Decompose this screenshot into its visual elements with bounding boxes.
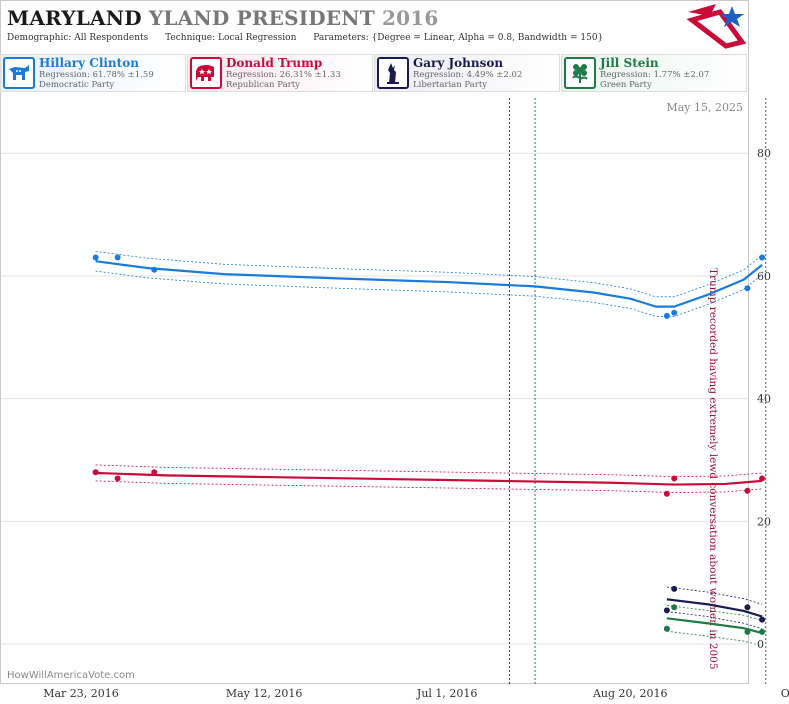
poll-point — [114, 254, 121, 261]
title-year: 2016 — [382, 6, 439, 30]
x-tick-label: Aug 20, 2016 — [592, 687, 668, 700]
candidate-name: Jill Stein — [600, 56, 659, 70]
page-title: MARYLAND YLAND PRESIDENT 2016 — [7, 6, 439, 30]
watermark: HowWillAmericaVote.com — [7, 670, 135, 681]
y-tick-label: 60 — [757, 270, 771, 283]
poll-point — [759, 475, 766, 482]
poll-point — [671, 604, 678, 611]
demographic-label: Demographic: All Respondents — [7, 33, 149, 43]
x-tick-label: Mar 23, 2016 — [43, 687, 119, 700]
candidate-name: Hillary Clinton — [39, 56, 139, 70]
date-label: May 15, 2025 — [666, 101, 743, 114]
y-tick-label: 0 — [757, 638, 764, 651]
candidate-card-johnson[interactable]: Gary Johnson Regression: 4.49% ±2.02 Lib… — [374, 54, 560, 92]
trend-line — [666, 598, 763, 618]
candidate-regression: Regression: 26.31% ±1.33 — [226, 70, 341, 80]
poll-point — [92, 254, 99, 261]
poll-point — [151, 469, 158, 476]
parameters-label: Parameters: {Degree = Linear, Alpha = 0.… — [313, 33, 604, 43]
poll-point — [671, 475, 678, 482]
poll-point — [114, 475, 121, 482]
confidence-band-lower — [666, 630, 763, 647]
candidate-card-clinton[interactable]: Hillary Clinton Regression: 61.78% ±1.59… — [0, 54, 186, 92]
candidate-name: Gary Johnson — [413, 56, 504, 70]
x-tick-label: Oct 9, 2016 — [781, 687, 789, 700]
confidence-band-lower — [95, 270, 763, 317]
y-tick-label: 80 — [757, 147, 771, 160]
poll-point — [744, 604, 751, 611]
y-tick-label: 20 — [757, 515, 771, 528]
candidate-regression: Regression: 61.78% ±1.59 — [39, 70, 154, 80]
confidence-band-lower — [95, 480, 763, 493]
poll-point — [151, 266, 158, 273]
elephant-icon — [190, 57, 222, 89]
candidate-party: Libertarian Party — [413, 80, 488, 90]
candidate-name: Donald Trump — [226, 56, 323, 70]
poll-point — [92, 469, 99, 476]
donkey-icon — [3, 57, 35, 89]
trend-line — [666, 617, 763, 635]
poll-point — [744, 487, 751, 494]
confidence-band-lower — [666, 611, 763, 630]
poll-point — [759, 254, 766, 261]
candidate-party: Republican Party — [226, 80, 300, 90]
site-logo-icon — [686, 4, 746, 49]
poll-point — [671, 309, 678, 316]
title-state-suffix: YLAND — [148, 6, 230, 30]
x-tick-label: May 12, 2016 — [226, 687, 303, 700]
flower-icon — [564, 57, 596, 89]
poll-point — [744, 628, 751, 635]
x-tick-label: Jul 1, 2016 — [416, 687, 478, 700]
poll-point — [744, 285, 751, 292]
trend-line — [95, 471, 763, 486]
confidence-band-upper — [95, 464, 763, 477]
event-annotation: Trump recorded having extremely lewd con… — [707, 268, 719, 670]
trend-line — [95, 260, 763, 308]
candidate-party: Democratic Party — [39, 80, 115, 90]
y-tick-label: 40 — [757, 393, 771, 406]
confidence-band-upper — [95, 251, 763, 298]
poll-point — [663, 490, 670, 497]
poll-point — [671, 585, 678, 592]
candidate-party: Green Party — [600, 80, 652, 90]
chart-frame — [0, 0, 749, 684]
candidate-card-stein[interactable]: Jill Stein Regression: 1.77% ±2.07 Green… — [561, 54, 747, 92]
poll-point — [663, 625, 670, 632]
technique-label: Technique: Local Regression — [165, 33, 297, 43]
liberty-statue-icon — [377, 57, 409, 89]
poll-point — [663, 312, 670, 319]
confidence-band-upper — [666, 605, 763, 621]
title-office: PRESIDENT — [236, 6, 375, 30]
poll-point — [759, 628, 766, 635]
candidate-card-trump[interactable]: Donald Trump Regression: 26.31% ±1.33 Re… — [187, 54, 373, 92]
poll-point — [759, 616, 766, 623]
parameters-line: Demographic: All Respondents Technique: … — [7, 33, 617, 43]
poll-point — [663, 607, 670, 614]
candidate-regression: Regression: 1.77% ±2.07 — [600, 70, 710, 80]
candidate-regression: Regression: 4.49% ±2.02 — [413, 70, 523, 80]
confidence-band-upper — [666, 586, 763, 605]
